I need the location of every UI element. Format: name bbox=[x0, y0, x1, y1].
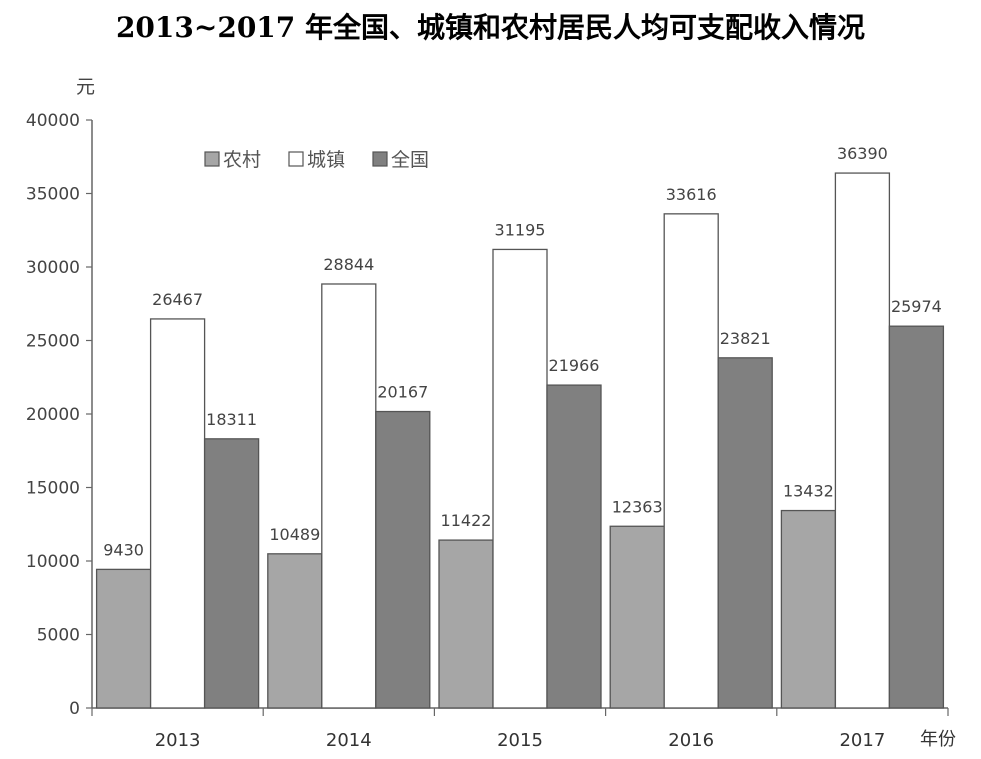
bar-2013-0 bbox=[95, 568, 152, 709]
data-label: 31195 bbox=[495, 220, 546, 239]
y-tick-label: 25000 bbox=[26, 332, 80, 352]
x-tick-label: 2017 bbox=[839, 730, 885, 751]
data-label: 33616 bbox=[666, 185, 717, 204]
y-tick-label: 0 bbox=[69, 699, 80, 719]
data-label: 13432 bbox=[783, 482, 834, 501]
y-tick-label: 15000 bbox=[26, 479, 80, 499]
data-label: 12363 bbox=[612, 497, 663, 516]
y-tick-label: 20000 bbox=[26, 405, 80, 425]
data-label: 10489 bbox=[269, 525, 320, 544]
legend: 农村 城镇 全国 bbox=[204, 149, 429, 171]
bar-2016-2 bbox=[717, 357, 773, 709]
y-axis-unit: 元 bbox=[76, 76, 95, 98]
bar-2015-1 bbox=[492, 248, 548, 709]
x-axis-unit: 年份 bbox=[920, 729, 956, 750]
y-tick-label: 5000 bbox=[37, 626, 80, 646]
legend-swatch bbox=[372, 151, 388, 167]
bar-2017-2 bbox=[888, 325, 945, 709]
bar-2014-2 bbox=[375, 410, 431, 709]
data-label: 28844 bbox=[323, 255, 374, 274]
bar-2016-1 bbox=[663, 213, 719, 709]
legend-label: 农村 bbox=[223, 149, 261, 171]
y-tick-label: 40000 bbox=[26, 111, 80, 131]
legend-label: 城镇 bbox=[307, 149, 345, 171]
data-label: 23821 bbox=[720, 329, 771, 348]
y-tick-label: 30000 bbox=[26, 258, 80, 278]
x-tick-label: 2015 bbox=[497, 730, 543, 751]
bar-2016-0 bbox=[609, 525, 665, 709]
data-label: 21966 bbox=[549, 356, 600, 375]
legend-swatch bbox=[204, 151, 220, 167]
x-tick-label: 2016 bbox=[668, 730, 714, 751]
data-label: 18311 bbox=[206, 410, 257, 429]
y-tick-label: 35000 bbox=[26, 185, 80, 205]
data-label: 11422 bbox=[441, 511, 492, 530]
bar-2015-0 bbox=[438, 539, 494, 709]
data-label: 26467 bbox=[152, 290, 203, 309]
axes: 0 5000 10000 15000 20000 25000 30000 35000 40000… bbox=[26, 111, 949, 751]
data-label: 25974 bbox=[891, 297, 942, 316]
data-label: 20167 bbox=[377, 383, 428, 402]
bar-2014-1 bbox=[321, 283, 377, 709]
x-tick-label: 2013 bbox=[155, 730, 201, 751]
data-label: 9430 bbox=[103, 540, 144, 559]
chart-title: 2013~2017 年全国、城镇和农村居民人均可支配收入情况 bbox=[115, 11, 866, 44]
bars: 9430 26467 18311 10489 28844 20167 11422 31195 2… bbox=[95, 144, 945, 709]
bar-2017-1 bbox=[834, 172, 891, 709]
bar-2013-1 bbox=[149, 318, 206, 709]
data-label: 36390 bbox=[837, 144, 888, 163]
legend-label: 全国 bbox=[391, 149, 429, 171]
bar-2013-2 bbox=[203, 438, 260, 709]
bar-2015-2 bbox=[546, 384, 602, 709]
x-tick-label: 2014 bbox=[326, 730, 372, 751]
bar-2017-0 bbox=[780, 509, 837, 709]
legend-swatch bbox=[288, 151, 304, 167]
bar-2014-0 bbox=[267, 553, 323, 709]
y-tick-label: 10000 bbox=[26, 552, 80, 572]
